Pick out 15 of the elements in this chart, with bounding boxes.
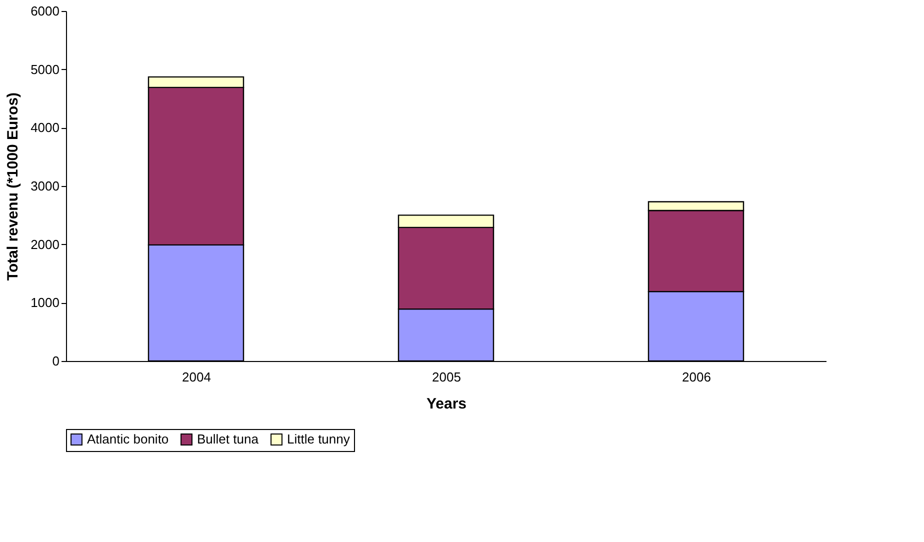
x-axis-title: Years	[426, 396, 467, 412]
y-tick-label: 0	[52, 354, 60, 368]
legend-label: Little tunny	[287, 432, 350, 447]
y-tick-label: 4000	[30, 120, 60, 136]
y-tick-label: 6000	[30, 4, 60, 18]
y-tick-label: 3000	[30, 178, 60, 194]
x-tick-label: 2006	[682, 370, 711, 384]
y-axis-title: Total revenu (*1000 Euros)	[4, 92, 22, 281]
legend-label: Bullet tuna	[197, 432, 260, 447]
legend-label: Atlantic bonito	[87, 432, 169, 447]
x-tick-label: 2005	[432, 370, 461, 384]
y-tick-label: 2000	[30, 236, 60, 252]
y-tick-label: 1000	[30, 295, 60, 310]
y-tick-label: 5000	[30, 62, 60, 77]
x-tick-label: 2004	[182, 370, 211, 384]
